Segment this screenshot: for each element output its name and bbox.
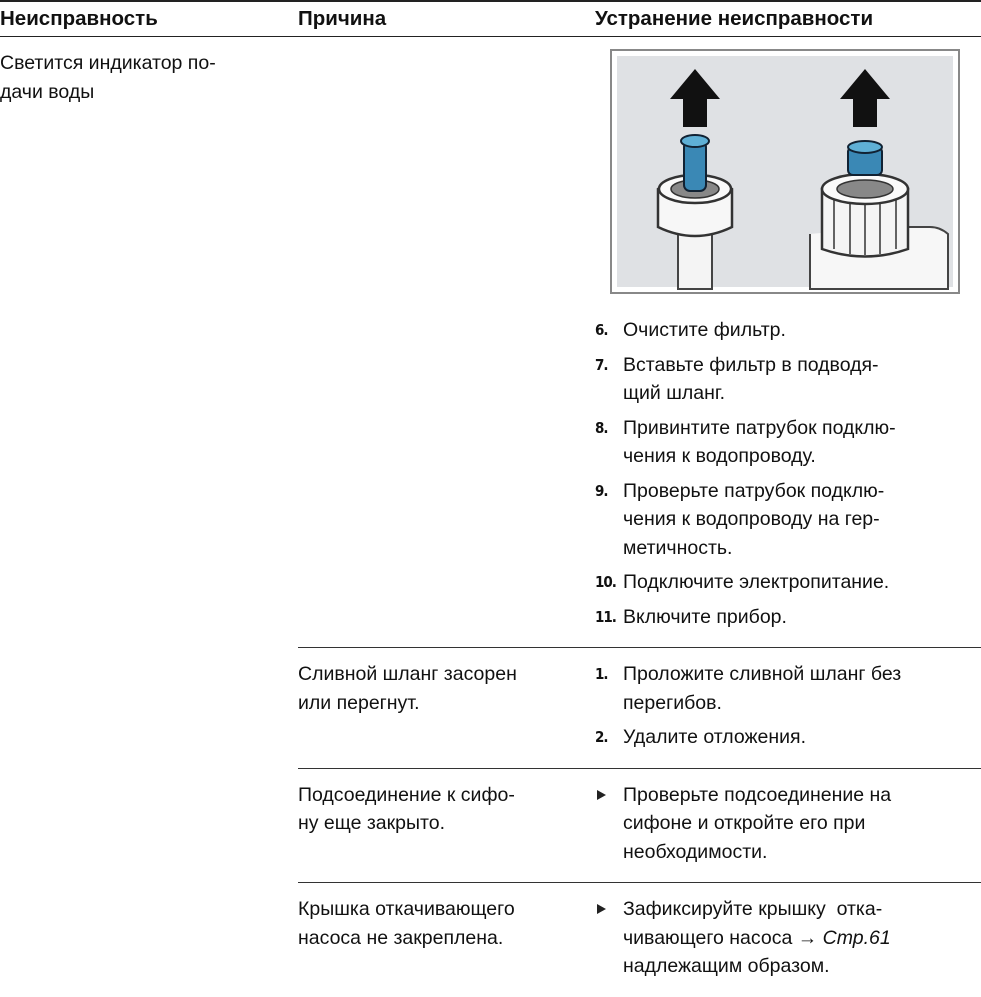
step-text: Вставьте фильтр в подводя-щий шланг. [623, 351, 879, 408]
text-line: надлежащим образом. [623, 955, 830, 977]
text-line: Подсоединение к сифо- [298, 783, 515, 806]
step-text: Подключите электропитание. [623, 568, 889, 597]
fault-cell: Светится индикатор по-дачи воды [0, 37, 298, 647]
step-text: Удалите отложения. [623, 723, 806, 752]
text-line: сифоне и откройте его при [623, 812, 866, 834]
step: 7. Вставьте фильтр в подводя-щий шланг. [595, 351, 981, 408]
step-number: 2. [595, 728, 609, 746]
cause-cell [298, 37, 583, 647]
bullet-item: Проверьте подсоединение на сифоне и откро… [595, 781, 981, 867]
column-header: Причина [298, 2, 583, 37]
text-line: Зафиксируйте крышку отка- [623, 898, 883, 920]
step-number: 11. [595, 607, 617, 626]
cause-cell: Подсоединение к сифо-ну еще закрыто. [298, 767, 583, 883]
page: Неисправность Причина Устранение неисправн… [0, 0, 981, 977]
step: 10. Подключите электропитание. [595, 568, 981, 597]
step: 9. Проверьте патрубок подклю-чения к водо… [595, 477, 981, 563]
text-line: перегибов. [623, 691, 722, 714]
text-line: необходимости. [623, 840, 768, 863]
step: 6. Очистите фильтр. [595, 316, 981, 345]
text-line: чения к водопроводу на гер- [623, 508, 880, 530]
bullet-item: Зафиксируйте крышку отка-чивающего насос… [595, 895, 981, 981]
text-line: Подключите электропитание. [623, 571, 890, 593]
text-line: Крышка откачивающего [298, 898, 515, 920]
text-line: Очистите фильтр. [623, 319, 786, 341]
text-line: чивающего насоса → Стр.61 [623, 924, 891, 953]
bullet-text: Проверьте подсоединение на сифоне и откро… [623, 781, 891, 867]
page-reference: Стр.61 [822, 926, 891, 949]
text-line: ну еще закрыто. [298, 812, 446, 834]
text-line: метичность. [623, 536, 733, 559]
text-line: Проверьте патрубок подклю- [623, 479, 885, 502]
text-line: Сливной шланг засорен [298, 663, 517, 685]
text-line: Включите прибор. [623, 605, 787, 628]
text-line: или перегнут. [298, 691, 420, 714]
step-number: 7. [595, 355, 609, 374]
text-line: насоса не закреплена. [298, 926, 504, 949]
text-line: чивающего насоса → [623, 926, 818, 949]
step-number: 6. [595, 321, 609, 339]
cause-cell: Сливной шланг засорен или перегнут. [298, 647, 583, 768]
text-line: Проверьте подсоединение на [623, 783, 892, 806]
remedy-cell: Зафиксируйте крышку отка-чивающего насос… [583, 882, 981, 997]
remedy-cell: Проверьте подсоединение на сифоне и откро… [583, 767, 981, 883]
step: 11. Включите прибор. [595, 603, 981, 632]
text-line: щий шланг. [623, 382, 726, 404]
text-line: Светится индикатор по- [0, 52, 216, 74]
step-number: 10. [595, 573, 617, 591]
step-number: 1. [595, 665, 609, 683]
step-text: Включите прибор. [623, 603, 787, 632]
bullet-marker [595, 781, 623, 867]
fault-cell [0, 882, 298, 997]
text-line: Проложите сливной шланг без [623, 663, 902, 685]
fault-cell [0, 768, 298, 883]
text-line: дачи воды [0, 80, 95, 103]
column-header: Неисправность [0, 2, 298, 37]
text-line: чения к водопроводу. [623, 445, 816, 467]
step-text: Проверьте патрубок подклю-чения к водопр… [623, 477, 884, 563]
text-line: Удалите отложения. [623, 726, 807, 748]
step: 8. Привинтите патрубок подклю-чения к вод… [595, 414, 981, 471]
cause-cell: Крышка откачивающего насоса не закреплена… [298, 882, 583, 997]
column-header: Устранение неисправности [583, 2, 981, 37]
step-text: Проложите сливной шланг без перегибов. [623, 660, 901, 717]
remedy-cell: 6. Очистите фильтр. 7. Вставьте фильтр в по… [583, 37, 981, 647]
step-number: 9. [595, 481, 609, 500]
step-number: 8. [595, 418, 609, 437]
filter-illustration [610, 49, 960, 294]
bullet-marker [595, 895, 623, 981]
text-line: Привинтите патрубок подклю- [623, 416, 896, 439]
step: 2. Удалите отложения. [595, 723, 981, 752]
step-text: Привинтите патрубок подклю-чения к водоп… [623, 414, 896, 471]
text-line: Вставьте фильтр в подводя- [623, 353, 879, 376]
bullet-text: Зафиксируйте крышку отка-чивающего насос… [623, 895, 891, 981]
fault-cell [0, 647, 298, 768]
step-text: Очистите фильтр. [623, 316, 786, 345]
step: 1. Проложите сливной шланг без перегибов. [595, 660, 981, 717]
remedy-cell: 1. Проложите сливной шланг без перегибов. 2… [583, 647, 981, 768]
